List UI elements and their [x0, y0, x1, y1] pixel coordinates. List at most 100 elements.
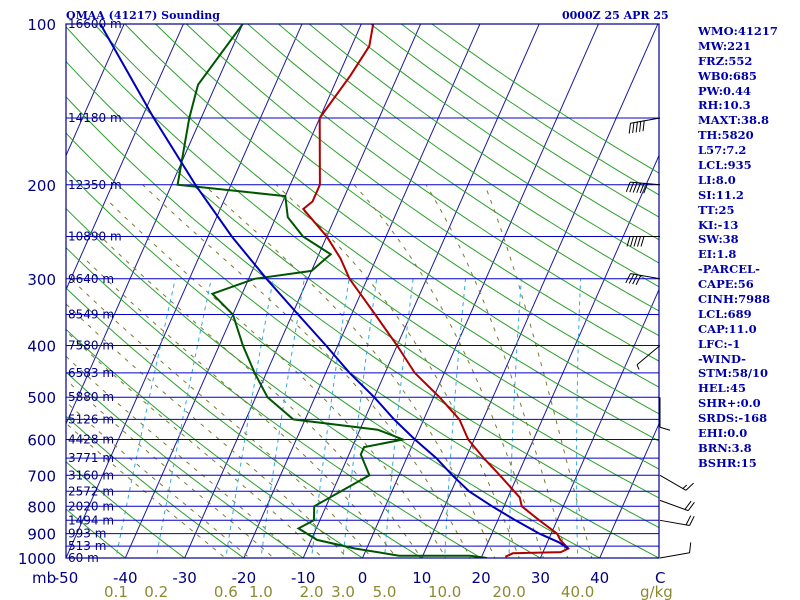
dry-adiabat-line	[247, 24, 659, 312]
wind-barb-flag	[633, 236, 638, 247]
height-label: 5880 m	[68, 390, 114, 404]
height-label: 1494 m	[68, 513, 114, 527]
wind-barb	[626, 235, 660, 247]
dry-adiabat-line	[66, 328, 364, 558]
mixing-ratio-line	[155, 278, 212, 558]
wind-barb	[659, 515, 695, 527]
wind-barb-flag	[640, 236, 645, 247]
mixing-ratio-line	[384, 278, 414, 558]
temperature-trace	[301, 24, 570, 558]
wind-barb-flag	[642, 120, 645, 132]
height-label: 2572 m	[68, 484, 114, 498]
temperature-tick-label: 40	[590, 569, 609, 587]
wind-barb-staff	[659, 474, 687, 491]
height-label: 8549 m	[68, 308, 114, 322]
height-label: 16600 m	[68, 17, 122, 31]
mixing-ratio-line	[260, 278, 305, 558]
mixing-ratio-line	[508, 278, 522, 558]
wind-barb-flag	[684, 500, 692, 510]
dry-adiabat-line	[66, 461, 186, 558]
dry-adiabat-line	[66, 132, 659, 558]
height-label: 9640 m	[68, 272, 114, 286]
index-item: WB0:685	[698, 68, 757, 83]
index-item: LCL:689	[698, 306, 752, 321]
mixing-ratio-line	[225, 278, 274, 558]
wind-barb-flag	[682, 484, 688, 489]
height-label: 7580 m	[68, 339, 114, 353]
height-label: 6583 m	[68, 366, 114, 380]
dry-adiabat-line	[66, 415, 245, 558]
mixing-ratio-label: 0.1	[104, 583, 128, 600]
wind-barb-flag	[659, 426, 671, 431]
index-item: EHI:0.0	[698, 426, 748, 441]
dry-adiabat-line	[185, 24, 659, 362]
index-item: -PARCEL-	[698, 262, 760, 277]
moist-adiabat-line	[66, 379, 275, 558]
isotherm-line	[243, 24, 481, 558]
height-label: 2020 m	[68, 499, 114, 513]
temperature-tick-label: 0	[358, 569, 368, 587]
dry-adiabat-line	[66, 371, 305, 558]
temperature-tick-label: -10	[291, 569, 316, 587]
index-item: MAXT:38.8	[698, 113, 769, 128]
index-item: SW:38	[698, 232, 739, 247]
wind-barb-staff	[630, 273, 661, 280]
wind-barb-flag	[685, 482, 694, 491]
plot-frame	[65, 23, 660, 559]
index-item: BSHR:15	[698, 455, 757, 470]
pressure-tick-label: 900	[27, 526, 56, 544]
index-item: LFC:-1	[698, 336, 741, 351]
temperature-tick-label: 30	[531, 569, 550, 587]
wind-barb	[659, 397, 671, 431]
index-item: SHR+:0.0	[698, 396, 761, 411]
mixing-ratio-label: 0.6	[214, 583, 238, 600]
isotherm-line	[0, 12, 11, 569]
pressure-tick-label: 200	[27, 177, 56, 195]
dry-adiabat-line	[66, 26, 659, 470]
index-item: RH:10.3	[698, 98, 751, 113]
temperature-unit: C	[655, 569, 665, 587]
mixing-ratio-label: 20.0	[492, 583, 525, 600]
index-item: HEL:45	[698, 381, 746, 396]
index-item: MW:221	[698, 38, 752, 53]
height-label: 10890 m	[68, 229, 122, 243]
wind-barb-flag	[630, 236, 634, 247]
dry-adiabat-line	[216, 24, 659, 337]
dry-adiabat-line	[66, 207, 542, 558]
x-axis-label: mb	[32, 569, 56, 587]
mixing-ratio-line	[115, 278, 176, 558]
isotherm-line	[361, 24, 600, 558]
isotherm-line	[66, 24, 244, 426]
wind-barb-staff	[630, 181, 661, 186]
wind-barb-flag	[625, 273, 631, 284]
wind-barb-flag	[625, 181, 631, 193]
background-grid	[0, 12, 659, 569]
dry-adiabat-line	[308, 24, 659, 264]
dry-adiabat-line	[66, 169, 601, 558]
dry-adiabat-line	[66, 96, 659, 529]
wind-barb	[628, 117, 661, 134]
dry-adiabat-line	[66, 287, 423, 558]
isotherm-line	[421, 24, 659, 558]
chart-title: OMAA (41217) Sounding	[66, 9, 220, 22]
index-item: CAP:11.0	[698, 321, 757, 336]
temperature-tick-label: -20	[232, 569, 257, 587]
wind-barb-staff	[659, 499, 689, 512]
pressure-tick-label: 800	[27, 498, 56, 516]
wind-barb	[636, 345, 661, 370]
index-item: TT:25	[698, 202, 735, 217]
mixing-ratio-line	[342, 278, 378, 558]
wind-barb-flag	[636, 364, 640, 370]
index-item: STM:58/10	[698, 366, 769, 381]
mixing-ratio-label: 10.0	[428, 583, 461, 600]
dry-adiabat-line	[278, 24, 659, 288]
wind-barb-flag	[687, 501, 695, 511]
isotherm-line	[66, 24, 125, 157]
wind-barb	[625, 273, 661, 285]
wind-barb-flag	[626, 236, 631, 247]
wind-barb-flag	[643, 183, 649, 194]
dry-adiabat-line	[124, 24, 659, 415]
height-label: 3160 m	[68, 468, 114, 482]
wind-barb-flag	[689, 542, 692, 553]
